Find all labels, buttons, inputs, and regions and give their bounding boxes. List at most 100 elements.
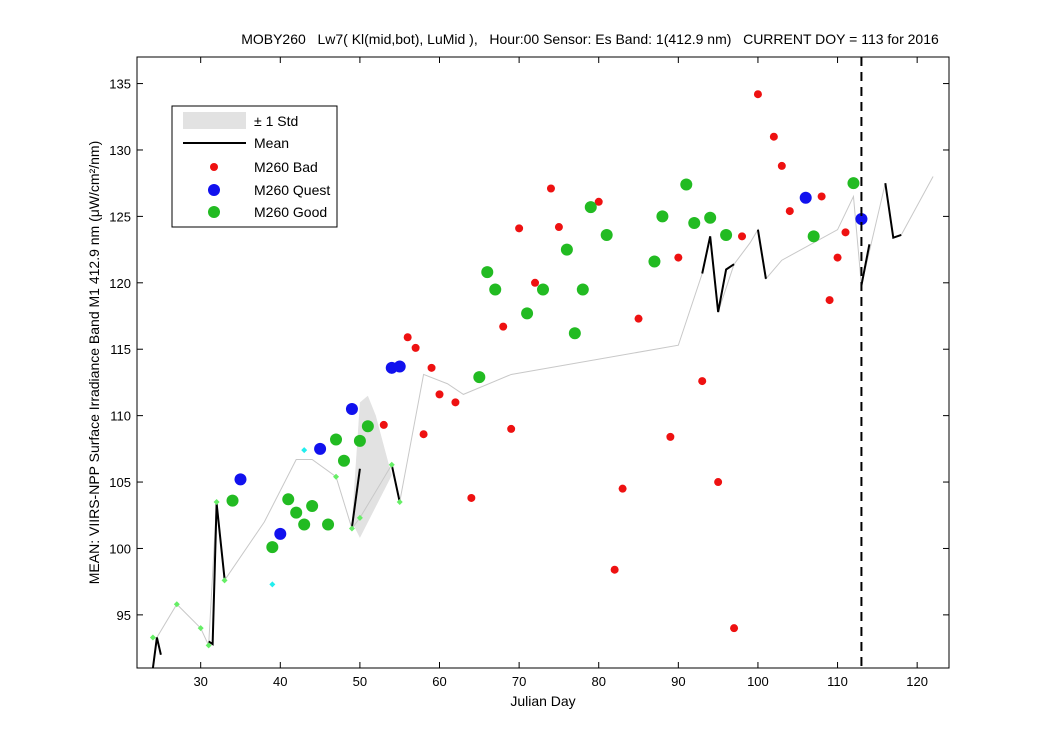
legend-std-swatch: [183, 112, 246, 129]
mean-line-segment: [701, 236, 735, 313]
bad-point: [546, 184, 555, 193]
legend-mean-label: Mean: [254, 135, 289, 151]
bad-point: [817, 192, 826, 201]
bad-point: [825, 296, 834, 305]
bad-point: [379, 420, 388, 429]
small-green-point: [197, 625, 204, 632]
legend-bad-label: M260 Bad: [254, 159, 318, 175]
bad-point: [618, 484, 627, 493]
bad-point: [419, 430, 428, 439]
good-point: [537, 283, 549, 296]
x-tick-label: 70: [512, 674, 526, 689]
mean-line-segment: [208, 503, 226, 646]
good-point: [847, 177, 860, 190]
bad-point: [666, 432, 675, 441]
small-green-point: [333, 473, 340, 480]
y-tick-label: 130: [109, 143, 131, 158]
bad-point: [833, 253, 842, 262]
x-tick-label: 50: [353, 674, 367, 689]
y-tick-label: 120: [109, 276, 131, 291]
chart-title: MOBY260 Lw7( Kl(mid,bot), LuMid ), Hour:…: [241, 31, 939, 47]
good-point: [361, 420, 374, 433]
bad-point: [467, 493, 476, 502]
legend-good-label: M260 Good: [254, 204, 327, 220]
y-axis-label: MEAN: VIIRS-NPP Surface Irradiance Band …: [86, 141, 102, 585]
x-tick-label: 80: [591, 674, 605, 689]
mean-line-segment: [151, 637, 162, 669]
y-tick-label: 105: [109, 475, 131, 490]
bad-point: [411, 343, 420, 352]
good-point: [306, 499, 319, 512]
small-green-point: [396, 498, 403, 505]
mean-line-segment: [884, 183, 902, 239]
quest-point: [799, 191, 812, 204]
quest-point: [314, 442, 327, 455]
good-point: [720, 228, 733, 241]
small-cyan-point: [301, 447, 308, 454]
bad-point: [554, 223, 563, 232]
bad-point: [435, 390, 444, 399]
good-point: [576, 283, 589, 296]
mean-line-segment: [860, 244, 871, 286]
good-point: [298, 518, 311, 531]
legend-quest-swatch: [208, 184, 220, 196]
bad-point: [507, 424, 516, 433]
x-tick-label: 100: [747, 674, 769, 689]
bad-point: [841, 228, 850, 237]
axis-ticks: 30 40 50 60 70 80 90 100 110 120 95 100 105 110 115 120…: [109, 57, 949, 689]
y-tick-label: 110: [110, 409, 131, 424]
bad-point: [610, 565, 619, 574]
small-green-point: [205, 642, 212, 649]
y-tick-label: 125: [109, 209, 131, 224]
y-tick-label: 95: [117, 608, 131, 623]
bad-point: [515, 224, 524, 233]
y-tick-label: 100: [109, 541, 131, 556]
bad-point: [785, 207, 794, 216]
trend-line: [152, 176, 934, 669]
bad-point: [730, 624, 739, 633]
plot-frame: [136, 56, 950, 669]
good-point: [473, 371, 486, 384]
small-green-point: [388, 461, 395, 468]
bad-point: [427, 363, 436, 372]
mean-line-segment: [350, 468, 361, 528]
bad-point: [594, 197, 603, 206]
quest-point: [274, 527, 287, 540]
bad-point: [499, 322, 508, 331]
x-tick-label: 90: [671, 674, 685, 689]
bad-point: [451, 398, 460, 407]
bad-point: [753, 90, 762, 99]
good-point: [226, 494, 239, 507]
legend-bad-swatch: [210, 163, 218, 171]
good-point: [600, 228, 613, 241]
small-green-point: [149, 634, 156, 641]
legend-quest-label: M260 Quest: [254, 182, 330, 198]
y-tick-label: 135: [109, 77, 131, 92]
good-point: [353, 434, 366, 447]
good-point: [584, 201, 597, 214]
std-band: [351, 395, 392, 538]
legend-std-label: ± 1 Std: [254, 113, 298, 129]
x-tick-label: 60: [432, 674, 446, 689]
bad-point: [738, 232, 747, 241]
series-layer: [226, 90, 868, 633]
quest-point: [855, 213, 868, 226]
good-point: [322, 518, 335, 531]
good-point: [489, 283, 502, 296]
small-cyan-point: [269, 581, 276, 588]
trend-line-layer: [152, 176, 934, 669]
x-axis-label: Julian Day: [510, 693, 575, 709]
x-tick-label: 120: [906, 674, 928, 689]
bad-point: [531, 278, 540, 287]
good-point: [266, 541, 279, 554]
small-green-point: [173, 601, 180, 608]
x-tick-label: 30: [193, 674, 207, 689]
good-point: [680, 178, 693, 191]
bad-point: [777, 161, 786, 170]
legend-good-swatch: [208, 206, 220, 218]
small-green-point: [356, 514, 363, 521]
good-point: [330, 433, 343, 446]
good-point: [521, 307, 534, 320]
x-tick-label: 40: [273, 674, 287, 689]
